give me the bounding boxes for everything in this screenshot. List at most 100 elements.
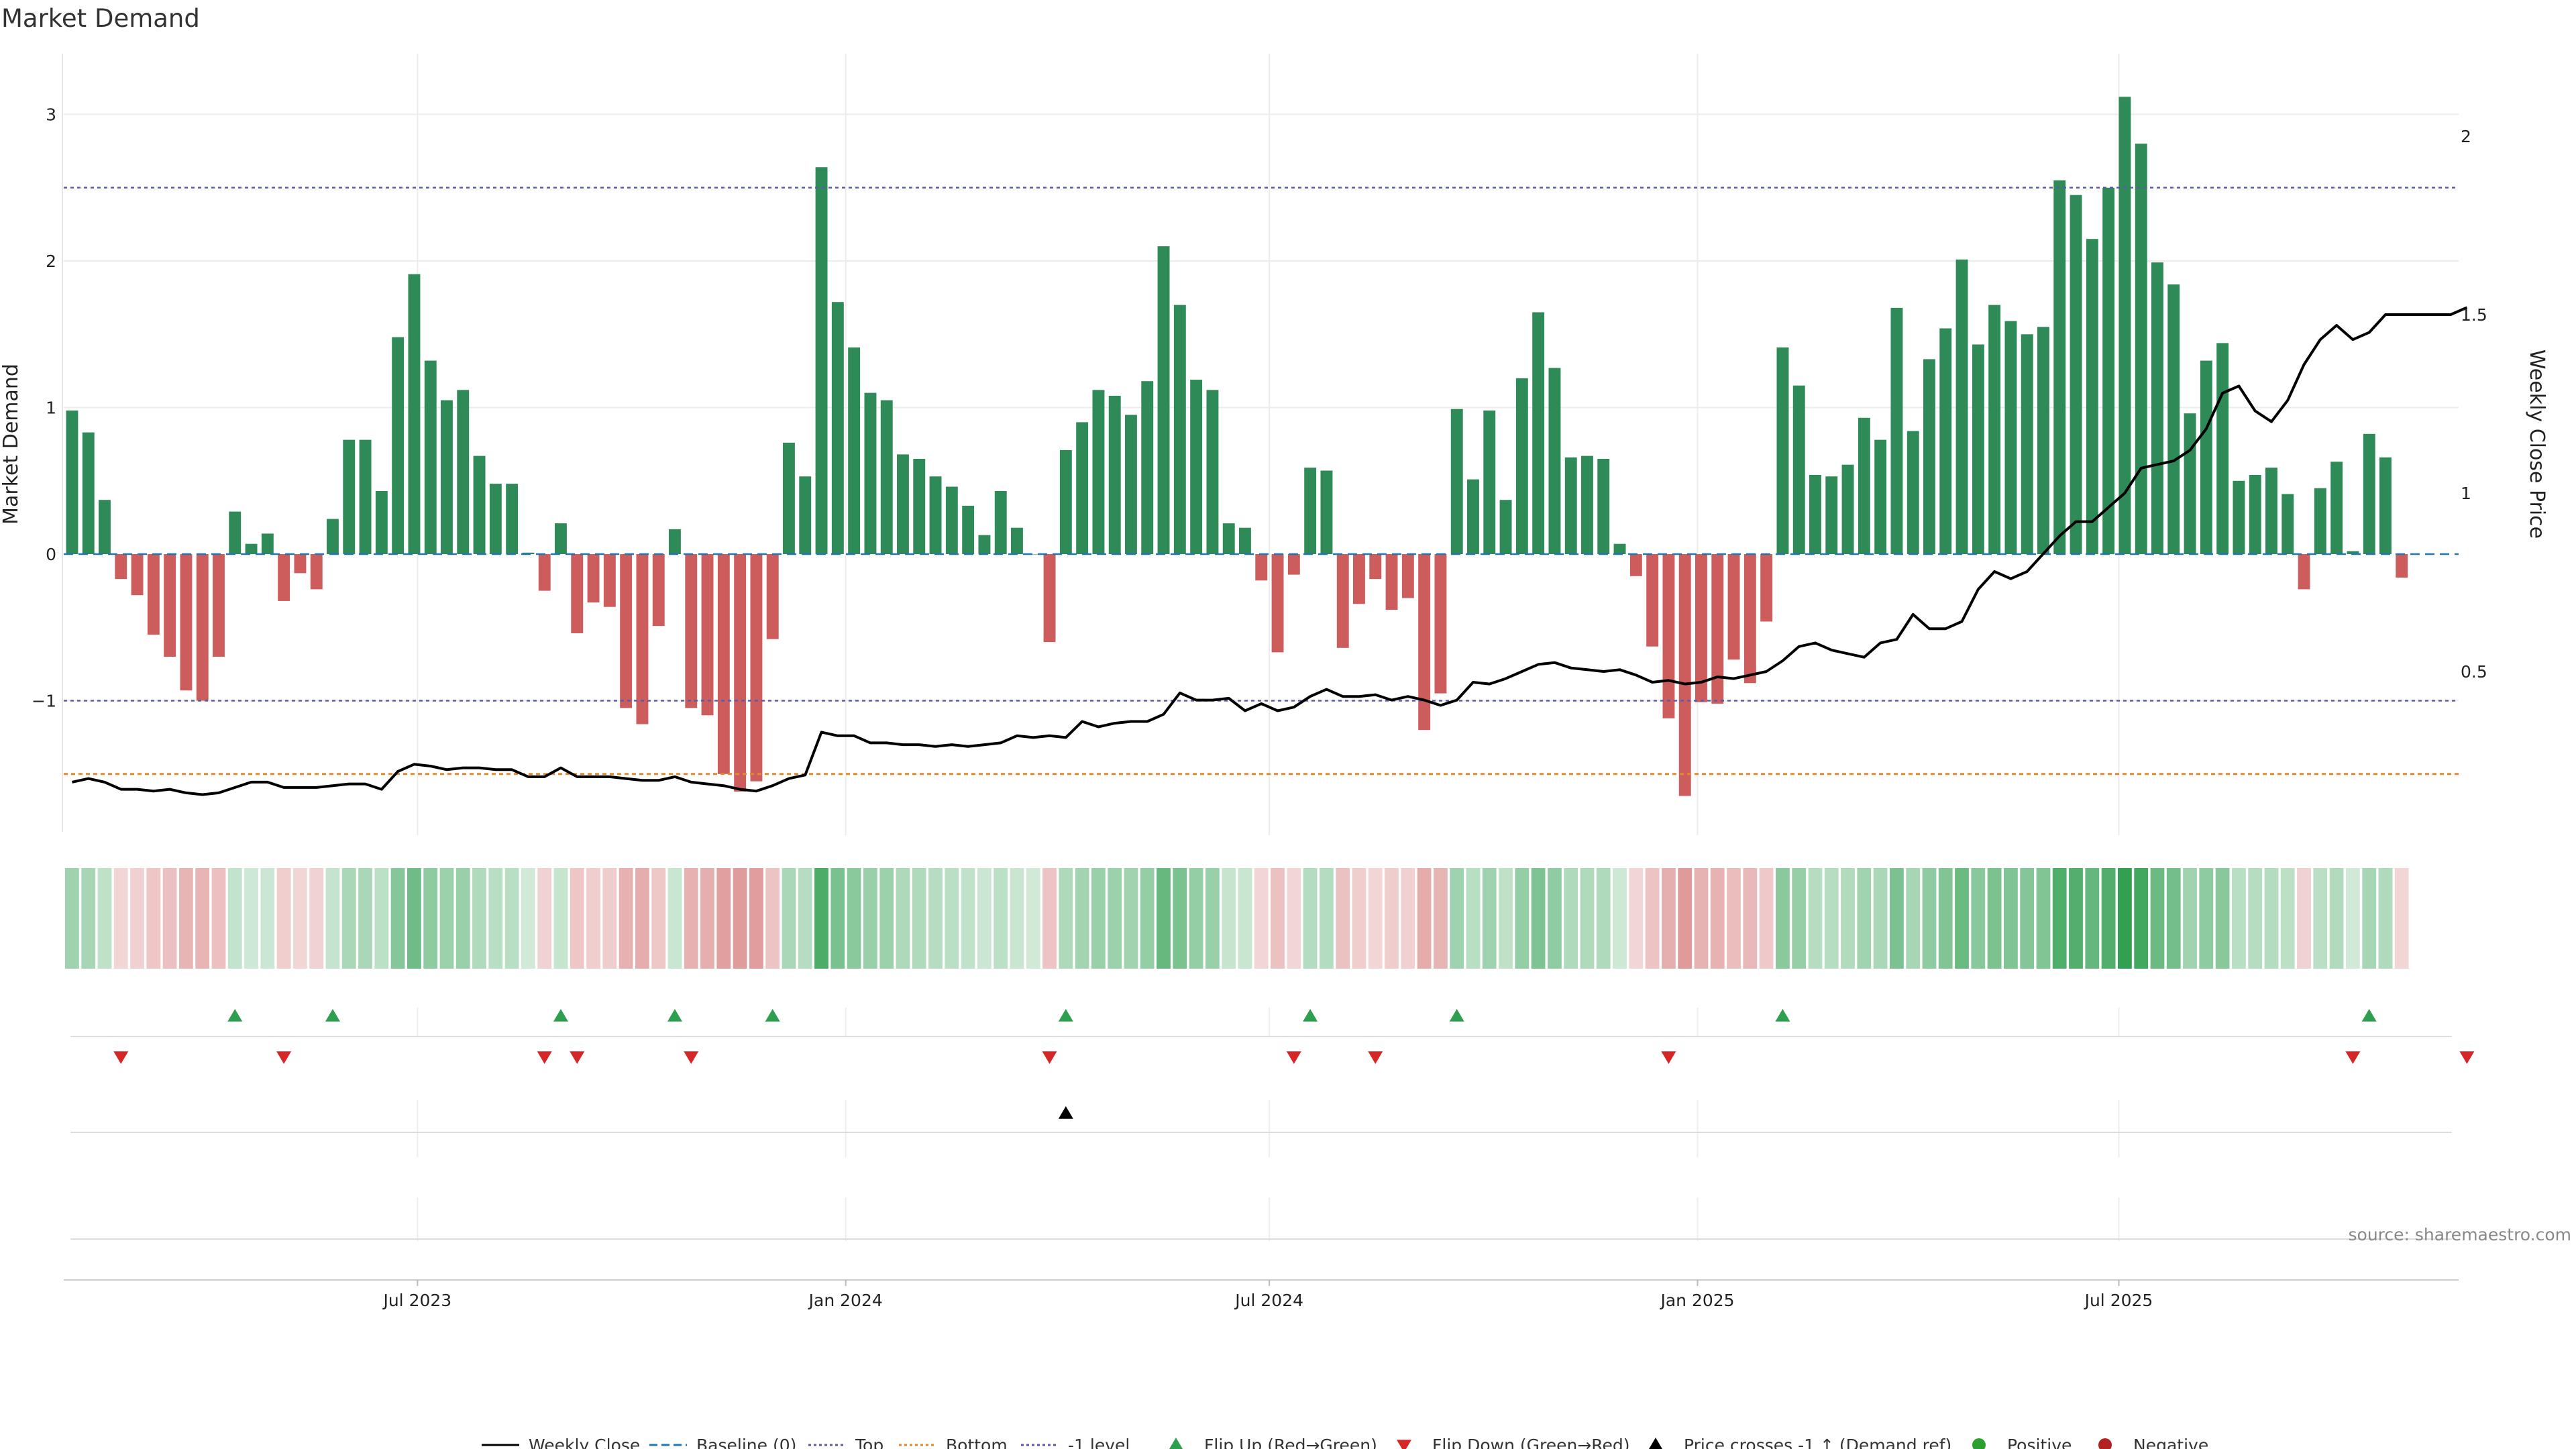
heat-cell [1271,868,1285,969]
demand-bar [897,454,909,554]
demand-bar [1988,305,2001,554]
y-tick-label: 1 [46,398,56,418]
heat-cell [847,868,861,969]
heat-cell [2118,868,2132,969]
heat-cell [1662,868,1676,969]
heat-cell [374,868,389,969]
heat-cell [1499,868,1513,969]
heat-cell [455,868,470,969]
legend-label: Flip Up (Red→Green) [1204,1436,1377,1449]
demand-bar [2021,334,2033,555]
heat-cell [1075,868,1089,969]
heat-cell [716,868,731,969]
demand-bar [441,400,453,554]
heat-cell [945,868,959,969]
heat-cell [2183,868,2197,969]
demand-bar [1271,554,1284,653]
legend-label: Top [855,1436,883,1449]
demand-bar [327,519,339,554]
flip-up-marker [2361,1009,2377,1022]
demand-bar [147,554,160,635]
demand-bar [1157,246,1170,554]
y2-axis-ticks: 0.5 1 1.5 2 [2461,127,2487,682]
demand-bar [1173,305,1186,554]
demand-bar [359,439,372,554]
legend-label: Positive [2007,1436,2072,1449]
demand-bar [1141,381,1154,554]
demand-bar [1027,554,1040,555]
legend-label: Negative [2133,1436,2208,1449]
demand-bar [2004,321,2017,554]
demand-bar [2314,488,2326,554]
heat-cell [1205,868,1220,969]
heat-cell [879,868,894,969]
heat-cell [65,868,79,969]
demand-bar [506,484,519,554]
heat-cell [1710,868,1725,969]
x-tick-label: Jul 2025 [2084,1291,2153,1310]
demand-bar [392,337,405,554]
heat-cell [570,868,584,969]
demand-bar [1858,417,1870,554]
heat-cell [830,868,845,969]
demand-bar [2363,433,2375,554]
demand-bar [2265,468,2277,554]
heat-cell [1515,868,1529,969]
demand-bar [2379,457,2392,554]
demand-bar [2216,343,2229,554]
heat-cell [1841,868,1855,969]
demand-bar [1515,378,1528,554]
demand-bar [717,554,730,774]
heat-cell [977,868,991,969]
heat-cell [2052,868,2067,969]
demand-bar [310,554,323,590]
demand-bar [1548,368,1561,554]
heat-cell [700,868,714,969]
demand-bar [1874,439,1887,554]
heat-cell [260,868,275,969]
heat-cell [1678,868,1693,969]
heat-cell [2346,868,2360,969]
heat-cell [2394,868,2409,969]
heat-cell [1108,868,1122,969]
heat-cell [1857,868,1872,969]
demand-bar [1532,312,1545,554]
heat-cell [2166,868,2181,969]
heat-cell [553,868,568,969]
heat-cell [2378,868,2393,969]
heat-cell [1906,868,1921,969]
y-tick-label: 2 [46,252,56,271]
flip-down-marker [570,1051,585,1064]
demand-bar [278,554,290,601]
demand-bar [115,554,127,580]
heat-cell [1727,868,1741,969]
demand-bar [1450,409,1463,554]
heat-cell [211,868,226,969]
demand-bar [913,459,926,554]
legend-label: -1 level [1068,1436,1130,1449]
heat-cell [994,868,1008,969]
demand-bar [99,500,111,554]
heat-cell [244,868,258,969]
heat-cell [1222,868,1236,969]
demand-bar [1190,380,1203,554]
heat-cell [162,868,177,969]
demand-bar [196,554,209,701]
demand-bar [669,529,681,554]
demand-bar [1043,554,1056,643]
heat-cell [1694,868,1709,969]
heat-cell [1824,868,1839,969]
demand-bar [375,491,388,554]
demand-bar [1629,554,1642,576]
heat-cell [358,868,372,969]
demand-bar [1059,449,1072,554]
heat-cell [733,868,747,969]
demand-bar [1923,359,1935,554]
demand-bar [180,554,193,691]
demand-bar [2347,551,2359,554]
heat-cell [1580,868,1595,969]
heat-cell [1776,868,1790,969]
heat-cell [1026,868,1040,969]
heat-cell [423,868,438,969]
demand-bar [131,554,144,596]
